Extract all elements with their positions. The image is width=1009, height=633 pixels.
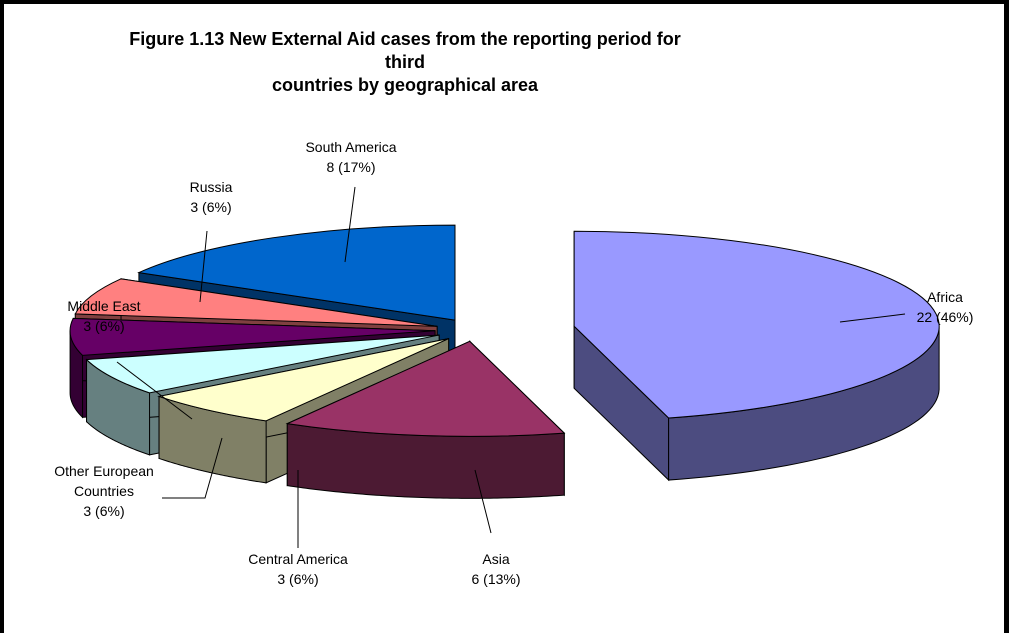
label-russia-line-1: 3 (6%) — [190, 199, 231, 215]
slice-labels: Africa 22 (46%) Asia 6 (13%) Central America… — [54, 139, 973, 587]
label-south-america-line-0: South America — [305, 139, 396, 155]
label-africa-line-1: 22 (46%) — [917, 309, 974, 325]
label-central-america-line-1: 3 (6%) — [277, 571, 318, 587]
label-russia: Russia 3 (6%) — [190, 179, 233, 215]
label-south-america-line-1: 8 (17%) — [326, 159, 375, 175]
chart-title-line-1: Figure 1.13 New External Aid cases from … — [129, 29, 681, 72]
label-central-america-line-0: Central America — [248, 551, 348, 567]
slice-top-asia — [285, 340, 566, 437]
label-middle-east-line-1: 3 (6%) — [83, 318, 124, 334]
leader-line-middle-east — [116, 361, 193, 420]
label-middle-east: Middle East 3 (6%) — [67, 298, 140, 334]
slice-africa — [573, 230, 940, 482]
slice-top-other-european-countries — [85, 334, 440, 394]
slice-asia — [285, 340, 566, 499]
leader-lines — [116, 186, 906, 548]
label-russia-line-0: Russia — [190, 179, 233, 195]
label-asia-line-1: 6 (13%) — [471, 571, 520, 587]
leader-line-south-america — [344, 186, 356, 263]
label-south-america: South America 8 (17%) — [305, 139, 396, 175]
label-africa-line-0: Africa — [927, 289, 963, 305]
label-asia-line-0: Asia — [482, 551, 509, 567]
slice-top-south-america — [137, 224, 456, 321]
label-africa: Africa 22 (46%) — [917, 289, 974, 325]
chart-title-line-2: countries by geographical area — [271, 75, 539, 95]
label-central-america: Central America 3 (6%) — [248, 551, 348, 587]
chart-title: Figure 1.13 New External Aid cases from … — [110, 28, 700, 97]
leader-line-africa — [839, 313, 906, 323]
slice-top-central-america — [157, 338, 449, 422]
slice-top-middle-east — [69, 317, 436, 356]
label-other-european-countries-line-2: 3 (6%) — [83, 503, 124, 519]
leader-line-asia — [474, 469, 492, 534]
label-middle-east-line-0: Middle East — [67, 298, 140, 314]
pie-slices — [69, 224, 940, 499]
slice-top-russia — [74, 278, 438, 327]
label-other-european-countries: Other European Countries 3 (6%) — [54, 463, 154, 519]
label-asia: Asia 6 (13%) — [471, 551, 520, 587]
leader-line-russia — [199, 230, 208, 303]
leader-line-other-european-countries — [162, 437, 223, 499]
slice-top-africa — [573, 230, 940, 419]
label-other-european-countries-line-1: Countries — [74, 483, 134, 499]
label-other-european-countries-line-0: Other European — [54, 463, 154, 479]
